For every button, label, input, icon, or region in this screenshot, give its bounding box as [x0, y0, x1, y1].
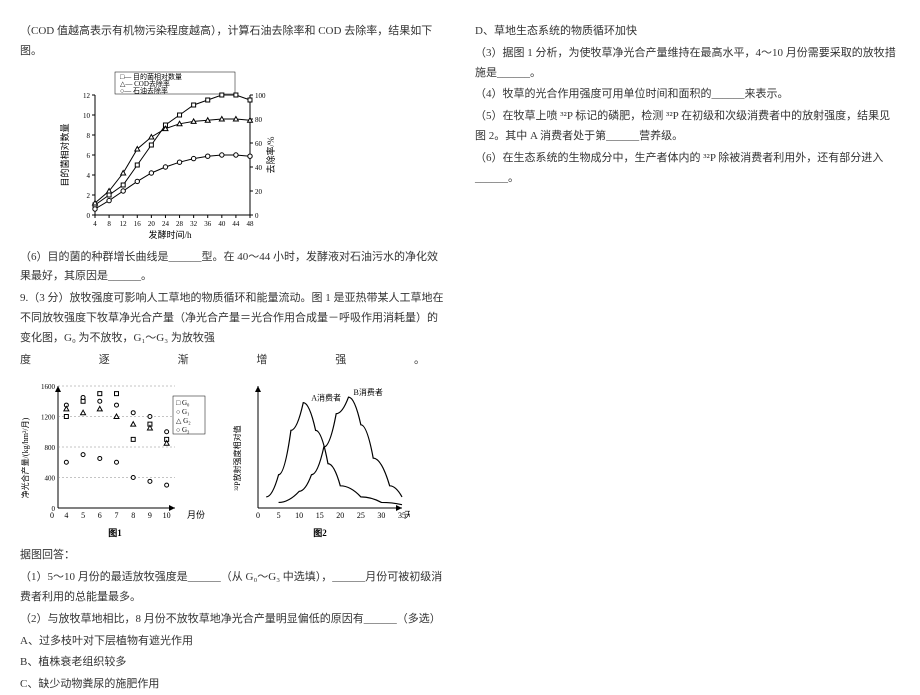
r-q4: （4）牧草的光合作用强度可用单位时间和面积的______来表示。	[475, 85, 900, 105]
svg-text:图1: 图1	[108, 528, 122, 538]
svg-text:月份: 月份	[187, 509, 205, 520]
svg-text:4: 4	[64, 511, 68, 520]
svg-text:32: 32	[190, 220, 198, 228]
q9-spread: 度 逐 渐 增 强 。	[20, 351, 445, 371]
svg-text:0: 0	[255, 212, 259, 220]
svg-text:24: 24	[162, 220, 170, 228]
svg-text:6: 6	[87, 152, 91, 160]
svg-text:图2: 图2	[313, 528, 327, 538]
svg-text:44: 44	[232, 220, 240, 228]
svg-text:10: 10	[295, 511, 303, 520]
svg-text:A消费者: A消费者	[311, 393, 341, 403]
s5: 。	[414, 351, 425, 371]
svg-text:目的菌相对数量: 目的菌相对数量	[60, 123, 70, 186]
svg-text:16: 16	[134, 220, 142, 228]
svg-text:80: 80	[255, 116, 263, 124]
svg-text:8: 8	[87, 132, 91, 140]
svg-text:12: 12	[120, 220, 128, 228]
r-q3: （3）据图 1 分析，为使牧草净光合产量维持在最高水平，4～10 月份需要采取的…	[475, 44, 900, 84]
svg-text:400: 400	[45, 475, 56, 483]
svg-text:5: 5	[81, 511, 85, 520]
right-column: D、草地生态系统的物质循环加快 （3）据图 1 分析，为使牧草净光合产量维持在最…	[475, 20, 900, 630]
svg-text:0: 0	[256, 511, 260, 520]
svg-text:28: 28	[176, 220, 184, 228]
svg-text:8: 8	[107, 220, 111, 228]
q6-text: （6）目的菌的种群增长曲线是______型。在 40～44 小时，发酵液对石油污…	[20, 248, 445, 288]
svg-text:天: 天	[404, 510, 410, 520]
svg-text:6: 6	[98, 511, 102, 520]
svg-text:25: 25	[357, 511, 365, 520]
svg-text:发酵时间/h: 发酵时间/h	[148, 229, 192, 240]
svg-text:³²P放射强度相对值: ³²P放射强度相对值	[232, 426, 242, 491]
svg-text:1200: 1200	[41, 414, 56, 422]
qB: B、植株衰老组织较多	[20, 653, 445, 673]
svg-text:○— 石油去除率: ○— 石油去除率	[120, 86, 168, 95]
svg-text:0: 0	[52, 505, 56, 513]
svg-text:100: 100	[255, 92, 266, 100]
q2: （2）与放牧草地相比，8 月份不放牧草地净光合产量明显偏低的原因有______（…	[20, 610, 445, 630]
svg-text:○ G₁: ○ G₁	[176, 408, 189, 416]
svg-text:去除率/%: 去除率/%	[265, 136, 276, 174]
intro-text: （COD 值越高表示有机物污染程度越高），计算石油去除率和 COD 去除率，结果…	[20, 22, 445, 62]
figures-row: 4 5 6 7 8 9 10 0 0 400 800 1200 1600 月份 净光合产量/(kg/hm²/…	[20, 378, 445, 538]
qA: A、过多枝叶对下层植物有遮光作用	[20, 632, 445, 652]
s4: 强	[335, 351, 346, 371]
svg-text:10: 10	[163, 511, 171, 520]
svg-text:20: 20	[255, 188, 263, 196]
s3: 增	[256, 351, 267, 371]
svg-text:20: 20	[336, 511, 344, 520]
svg-text:12: 12	[83, 92, 91, 100]
svg-text:○ G₃: ○ G₃	[176, 426, 190, 434]
r-q6: （6）在生态系统的生物成分中，生产者体内的 ³²P 除被消费者利用外，还有部分进…	[475, 149, 900, 189]
svg-text:0: 0	[87, 212, 91, 220]
svg-text:净光合产量/(kg/hm²/月): 净光合产量/(kg/hm²/月)	[20, 418, 30, 499]
svg-text:2: 2	[87, 192, 91, 200]
svg-text:1600: 1600	[41, 383, 56, 391]
q1: （1）5～10 月份的最适放牧强度是______（从 G₀～G₃ 中选填），__…	[20, 568, 445, 608]
svg-text:20: 20	[148, 220, 156, 228]
svg-text:8: 8	[131, 511, 135, 520]
svg-text:40: 40	[255, 164, 263, 172]
svg-text:□ G₀: □ G₀	[176, 399, 190, 407]
svg-text:4: 4	[93, 220, 97, 228]
svg-text:30: 30	[377, 511, 385, 520]
s1: 逐	[99, 351, 110, 371]
r-q5: （5）在牧草上喷 ³²P 标记的磷肥，检测 ³²P 在初级和次级消费者中的放射强…	[475, 107, 900, 147]
svg-text:10: 10	[83, 112, 91, 120]
svg-text:40: 40	[218, 220, 226, 228]
s0: 度	[20, 351, 31, 371]
q-after: 据图回答：	[20, 546, 445, 566]
q9-intro: 9.（3 分）放牧强度可影响人工草地的物质循环和能量流动。图 1 是亚热带某人工…	[20, 289, 445, 348]
fig1-svg: 456789100040080012001600月份净光合产量/(kg/hm²/…	[20, 378, 210, 538]
svg-text:B消费者: B消费者	[354, 387, 383, 397]
svg-text:15: 15	[316, 511, 324, 520]
s2: 渐	[178, 351, 189, 371]
fig2-svg: 05101520253035天³²P放射强度相对值图2A消费者B消费者	[230, 378, 410, 538]
left-column: （COD 值越高表示有机物污染程度越高），计算石油去除率和 COD 去除率，结果…	[20, 20, 445, 630]
svg-text:36: 36	[204, 220, 212, 228]
svg-text:5: 5	[277, 511, 281, 520]
qD: D、草地生态系统的物质循环加快	[475, 22, 900, 42]
qC: C、缺少动物粪尿的施肥作用	[20, 675, 445, 695]
svg-text:60: 60	[255, 140, 263, 148]
svg-text:48: 48	[247, 220, 255, 228]
chart1-container: □— 目的菌相对数量△— COD去除率○— 石油去除率4812162024283…	[60, 70, 445, 240]
svg-text:△ G₂: △ G₂	[176, 417, 191, 425]
chart1-svg: □— 目的菌相对数量△— COD去除率○— 石油去除率4812162024283…	[60, 70, 280, 240]
svg-text:800: 800	[45, 444, 56, 452]
svg-text:4: 4	[87, 172, 91, 180]
svg-text:7: 7	[115, 511, 119, 520]
svg-text:9: 9	[148, 511, 152, 520]
